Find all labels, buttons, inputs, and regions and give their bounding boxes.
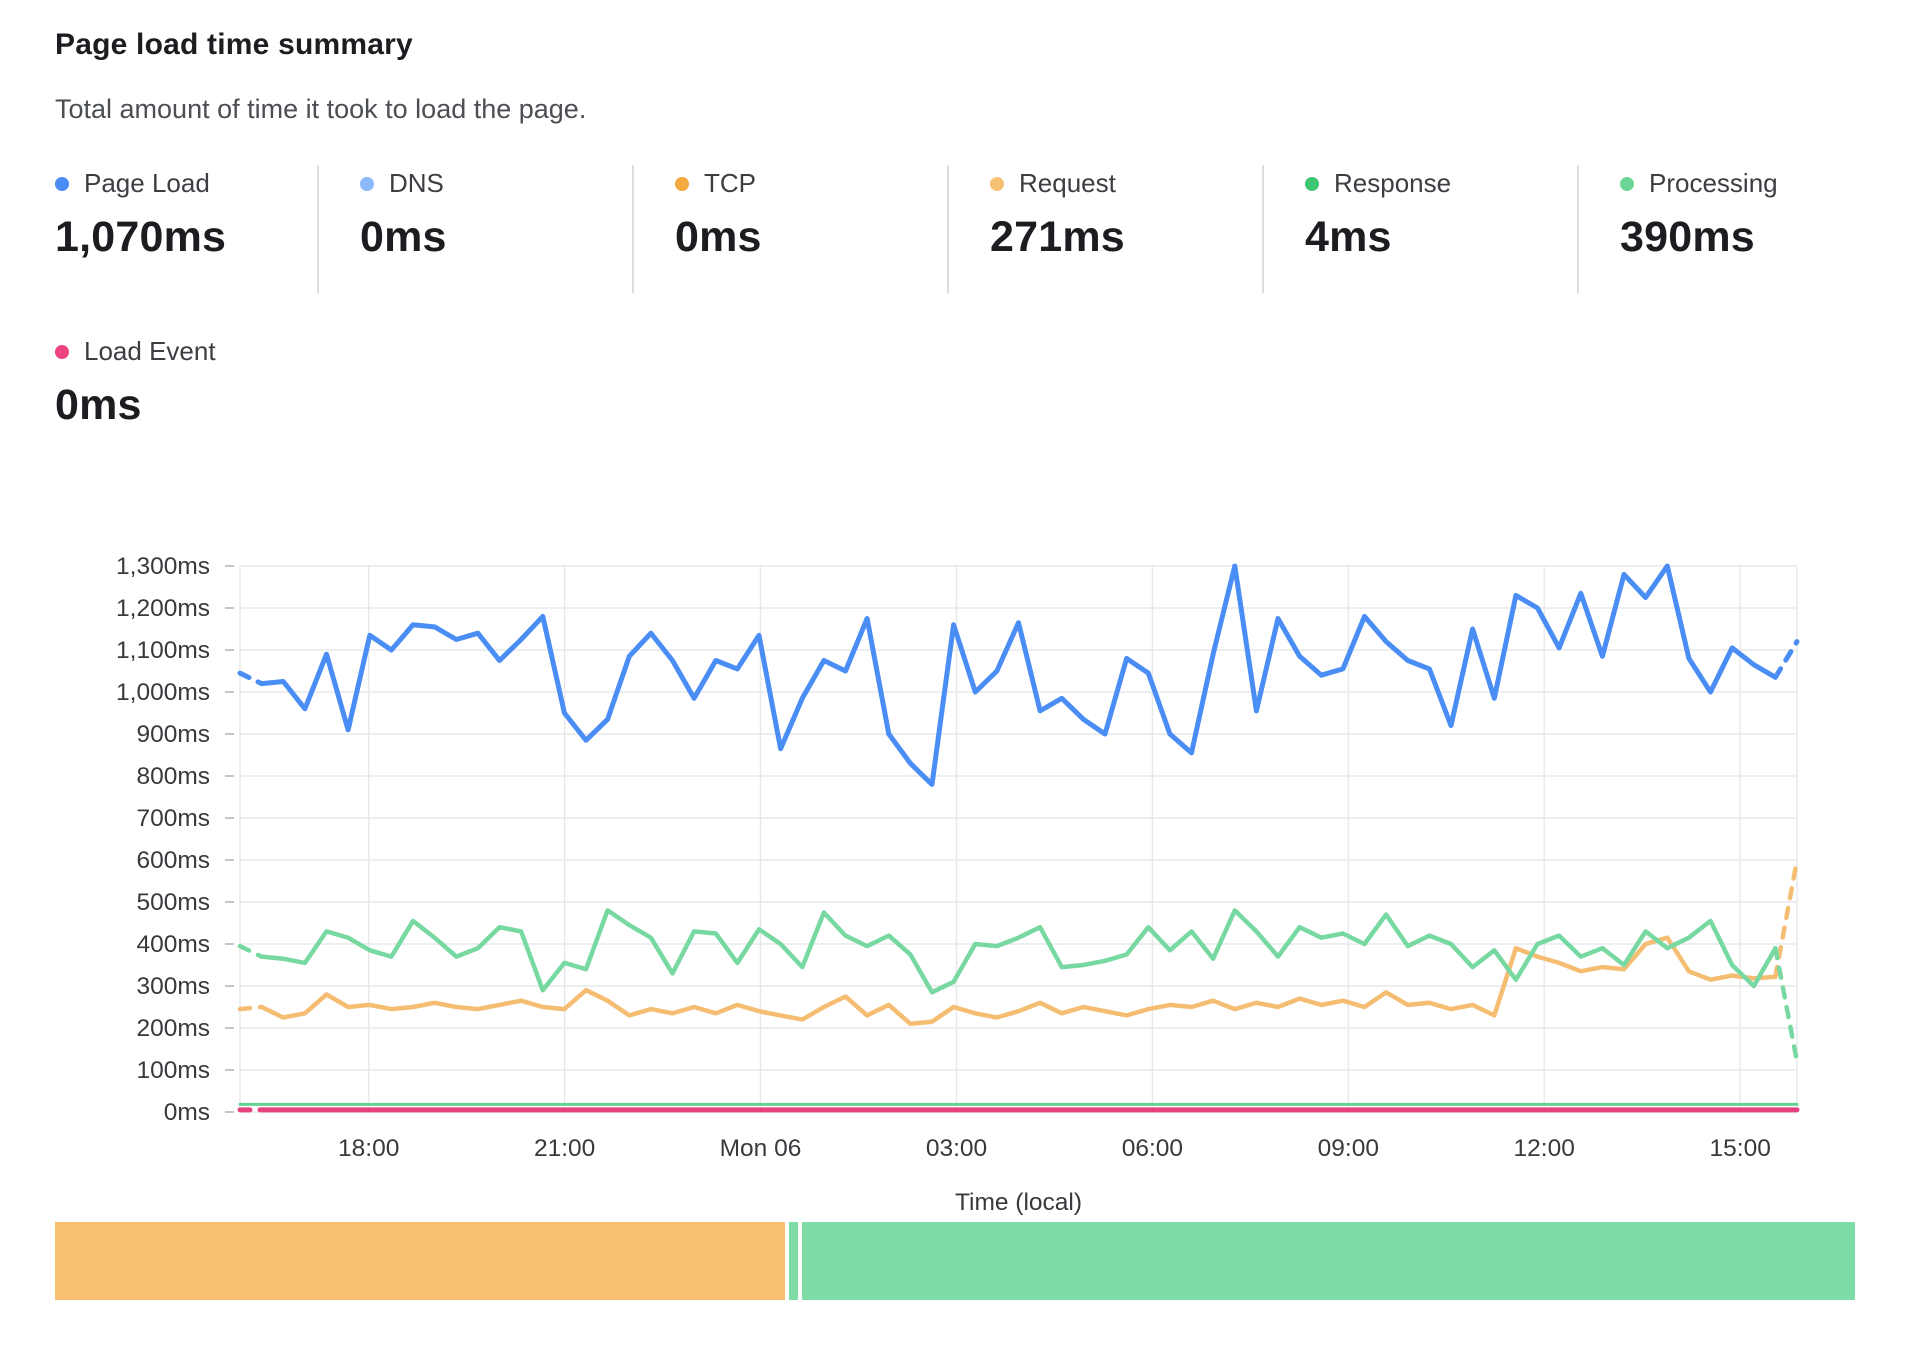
svg-text:1,100ms: 1,100ms — [116, 637, 210, 664]
svg-text:900ms: 900ms — [136, 721, 210, 748]
divider — [1577, 165, 1579, 293]
metric-value: 0ms — [360, 213, 447, 261]
svg-text:09:00: 09:00 — [1318, 1135, 1379, 1162]
svg-text:03:00: 03:00 — [926, 1135, 987, 1162]
page-subtitle: Total amount of time it took to load the… — [55, 94, 587, 124]
svg-text:200ms: 200ms — [136, 1015, 210, 1042]
metric-label: Load Event — [84, 336, 216, 366]
metric-value: 0ms — [55, 381, 142, 429]
svg-text:500ms: 500ms — [136, 889, 210, 916]
metric-label: DNS — [389, 168, 444, 198]
metric-dns: DNS 0ms — [360, 168, 447, 262]
dns-legend-dot — [360, 176, 374, 191]
metric-value: 390ms — [1620, 213, 1755, 261]
svg-text:0ms: 0ms — [164, 1099, 210, 1126]
request-bar-segment — [55, 1222, 785, 1300]
metric-value: 1,070ms — [55, 213, 227, 261]
metric-request: Request 271ms — [990, 168, 1125, 262]
metric-load-event: Load Event 0ms — [55, 336, 216, 430]
response-bar-segment — [788, 1222, 798, 1300]
svg-text:1,300ms: 1,300ms — [116, 553, 210, 580]
metric-value: 271ms — [990, 213, 1125, 261]
svg-text:100ms: 100ms — [136, 1057, 210, 1084]
svg-text:1,200ms: 1,200ms — [116, 595, 210, 622]
divider — [947, 165, 949, 293]
divider — [317, 165, 319, 293]
metric-page-load: Page Load 1,070ms — [55, 168, 226, 262]
page-load-time-chart[interactable]: 0ms 100ms 200ms 300ms 400ms 500ms 600ms 700ms 80… — [0, 0, 1910, 1220]
processing-legend-dot — [1620, 176, 1634, 191]
metric-tcp: TCP 0ms — [675, 168, 762, 262]
svg-text:Time (local): Time (local) — [955, 1189, 1082, 1216]
svg-text:06:00: 06:00 — [1122, 1135, 1183, 1162]
svg-text:1,000ms: 1,000ms — [116, 679, 210, 706]
metric-label: Request — [1019, 168, 1116, 198]
metric-processing: Processing 390ms — [1620, 168, 1778, 262]
tcp-legend-dot — [675, 176, 689, 191]
metric-value: 0ms — [675, 213, 762, 261]
load-event-legend-dot — [55, 344, 69, 359]
svg-text:Mon 06: Mon 06 — [720, 1135, 802, 1162]
svg-text:15:00: 15:00 — [1710, 1135, 1771, 1162]
divider — [632, 165, 634, 293]
request-legend-dot — [990, 176, 1004, 191]
svg-text:400ms: 400ms — [136, 931, 210, 958]
page-title: Page load time summary — [55, 28, 413, 61]
svg-text:300ms: 300ms — [136, 973, 210, 1000]
metric-value: 4ms — [1305, 213, 1392, 261]
response-legend-dot — [1305, 176, 1319, 191]
metric-response: Response 4ms — [1305, 168, 1451, 262]
page-load-legend-dot — [55, 176, 69, 191]
svg-text:700ms: 700ms — [136, 805, 210, 832]
svg-text:18:00: 18:00 — [338, 1135, 399, 1162]
processing-bar-segment — [801, 1222, 1855, 1300]
svg-text:600ms: 600ms — [136, 847, 210, 874]
metric-label: Response — [1334, 168, 1452, 198]
load-time-distribution-bar — [55, 1222, 1855, 1300]
svg-text:21:00: 21:00 — [534, 1135, 595, 1162]
svg-text:800ms: 800ms — [136, 763, 210, 790]
metric-label: Processing — [1649, 168, 1778, 198]
metric-label: Page Load — [84, 168, 210, 198]
divider — [1262, 165, 1264, 293]
svg-text:12:00: 12:00 — [1514, 1135, 1575, 1162]
metric-label: TCP — [704, 168, 756, 198]
